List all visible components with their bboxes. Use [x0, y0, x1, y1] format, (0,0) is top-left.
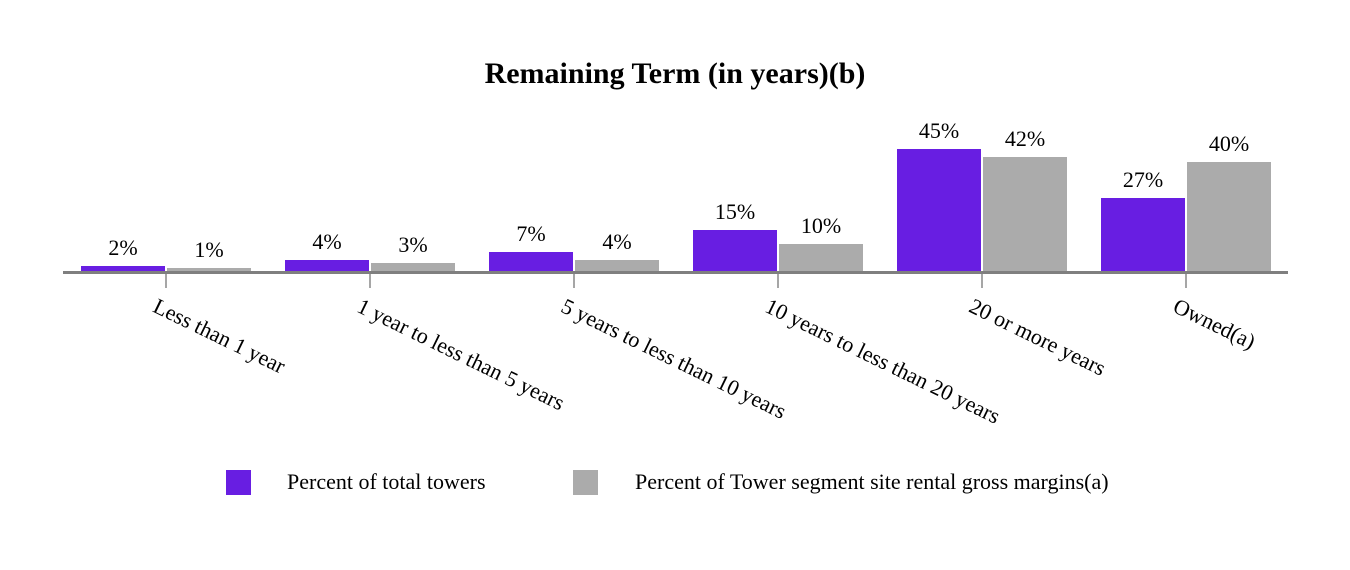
bar — [371, 263, 455, 271]
bar-value-label: 2% — [108, 235, 138, 260]
bar-value-label: 15% — [714, 199, 756, 224]
x-axis-label: Less than 1 year — [149, 293, 290, 379]
legend-swatch-total-towers — [226, 470, 251, 495]
axis-tick — [981, 271, 983, 288]
bar-value-label: 42% — [1004, 126, 1046, 151]
bar-value-label: 1% — [194, 237, 224, 262]
axis-tick — [165, 271, 167, 288]
x-axis-label: 5 years to less than 10 years — [557, 293, 791, 424]
bar-value-label: 45% — [918, 118, 960, 143]
bar — [489, 252, 573, 271]
x-axis-line — [63, 271, 1288, 274]
bar — [693, 230, 777, 271]
axis-tick — [369, 271, 371, 288]
bar — [983, 157, 1067, 271]
bar-value-label: 10% — [800, 213, 842, 238]
axis-tick — [1185, 271, 1187, 288]
chart-title: Remaining Term (in years)(b) — [484, 57, 866, 90]
axis-tick — [573, 271, 575, 288]
bar-value-label: 4% — [312, 229, 342, 254]
bar — [1101, 198, 1185, 271]
bar-value-label: 40% — [1208, 131, 1250, 156]
bar — [1187, 162, 1271, 271]
bar-value-label: 3% — [398, 232, 428, 257]
bar — [285, 260, 369, 271]
bar-value-label: 27% — [1122, 167, 1164, 192]
legend-swatch-gross-margins — [573, 470, 598, 495]
axis-tick — [777, 271, 779, 288]
legend-label-total-towers: Percent of total towers — [287, 469, 486, 494]
bar-value-label: 7% — [516, 221, 546, 246]
bar — [575, 260, 659, 271]
bar — [779, 244, 863, 271]
bar — [167, 268, 251, 271]
x-axis-label: Owned(a) — [1169, 293, 1260, 355]
bar — [81, 266, 165, 271]
x-axis-label: 20 or more years — [965, 293, 1110, 381]
x-axis-label: 1 year to less than 5 years — [353, 293, 569, 416]
bar-value-label: 4% — [602, 229, 632, 254]
bar — [897, 149, 981, 271]
legend-label-gross-margins: Percent of Tower segment site rental gro… — [635, 469, 1109, 494]
